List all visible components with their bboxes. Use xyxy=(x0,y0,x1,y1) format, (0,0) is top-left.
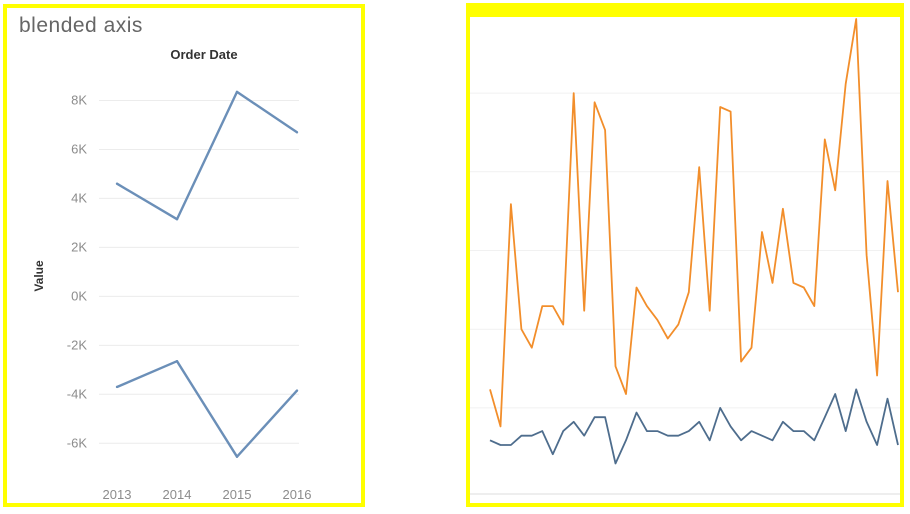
x-tick-label: 2015 xyxy=(223,487,252,502)
data-point xyxy=(175,218,179,221)
x-tick-label: 2013 xyxy=(103,487,132,502)
data-point xyxy=(295,131,299,134)
data-point xyxy=(175,360,179,363)
y-tick-label: 6K xyxy=(71,141,87,156)
data-point xyxy=(115,385,119,389)
series-line-2 xyxy=(489,388,899,465)
right-chart-panel xyxy=(466,3,904,507)
y-tick-label: -6K xyxy=(67,435,88,450)
data-point xyxy=(235,455,239,458)
x-tick-label: 2014 xyxy=(163,487,192,502)
y-axis-label: Value xyxy=(32,260,46,292)
x-tick-label: 2016 xyxy=(283,487,312,502)
y-tick-label: 4K xyxy=(71,190,87,205)
y-tick-label: -4K xyxy=(67,386,88,401)
data-point xyxy=(115,182,119,185)
y-tick-label: 8K xyxy=(71,92,87,107)
y-tick-label: -2K xyxy=(67,337,88,352)
x-axis-label: Order Date xyxy=(170,47,237,62)
blended-axis-line-chart: Order Date Value 8K 6K 4K 2K 0K -2K -4K -6K 201… xyxy=(32,47,312,502)
series-line-1 xyxy=(489,18,899,428)
monthly-line-chart xyxy=(470,18,900,495)
series-line-1 xyxy=(116,90,298,221)
y-tick-label: 0K xyxy=(71,288,87,303)
y-tick-label: 2K xyxy=(71,239,87,254)
data-point xyxy=(295,389,299,392)
series-line-2 xyxy=(116,360,298,458)
data-point xyxy=(235,90,239,94)
chart-title: blended axis xyxy=(19,14,143,37)
left-chart-panel: blended axis Order Date Value 8K 6K 4K 2K 0K… xyxy=(3,4,365,507)
